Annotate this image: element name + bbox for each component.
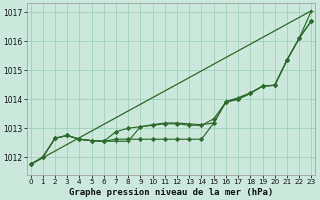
X-axis label: Graphe pression niveau de la mer (hPa): Graphe pression niveau de la mer (hPa) [69,188,273,197]
